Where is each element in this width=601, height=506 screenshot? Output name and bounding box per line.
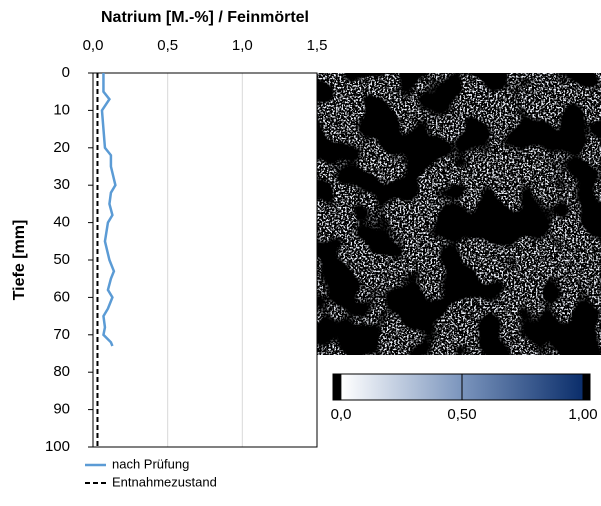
plot-border xyxy=(92,72,318,448)
y-tick-label: 80 xyxy=(53,363,70,380)
y-axis-label: Tiefe [mm] xyxy=(11,220,28,301)
y-tick-label: 100 xyxy=(45,438,70,455)
x-tick-label: 0,0 xyxy=(83,37,104,54)
x-tick-label: 1,5 xyxy=(307,37,328,54)
y-tick-label: 40 xyxy=(53,214,70,231)
micrograph xyxy=(317,73,601,355)
y-tick-label: 90 xyxy=(53,401,70,418)
data-line xyxy=(100,73,117,347)
y-tick-label: 0 xyxy=(62,64,70,81)
colorbar-tick-label: 0,50 xyxy=(447,406,476,423)
y-tick-label: 30 xyxy=(53,176,70,193)
legend-label: Entnahmezustand xyxy=(112,474,217,489)
y-tick-label: 70 xyxy=(53,326,70,343)
colorbar-tick-label: 0,0 xyxy=(331,406,352,423)
x-tick-label: 0,5 xyxy=(157,37,178,54)
x-tick-label: 1,0 xyxy=(232,37,253,54)
legend-label: nach Prüfung xyxy=(112,456,189,471)
y-tick-label: 60 xyxy=(53,288,70,305)
y-tick-label: 10 xyxy=(53,101,70,118)
y-tick-label: 20 xyxy=(53,139,70,156)
micrograph-aggregates xyxy=(317,73,601,355)
y-tick-label: 50 xyxy=(53,251,70,268)
plot-area xyxy=(93,73,317,447)
colorbar-tick-label: 1,00 xyxy=(568,406,597,423)
chart-title: Natrium [M.-%] / Feinmörtel xyxy=(101,9,309,26)
